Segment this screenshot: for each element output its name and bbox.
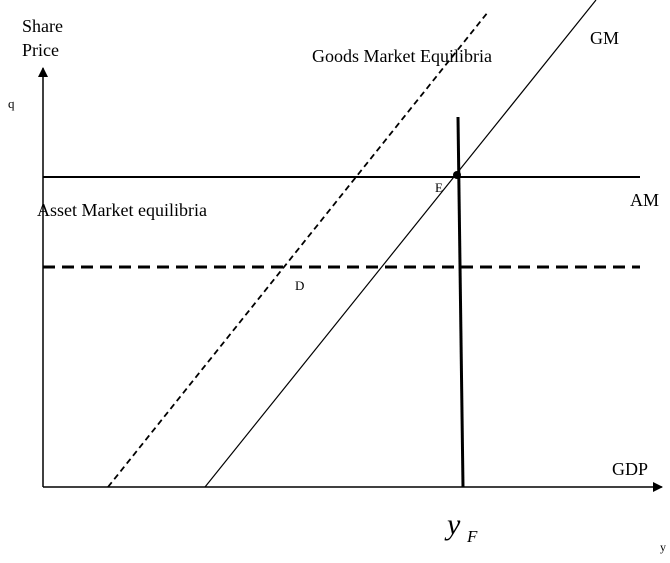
curve-label: AM <box>630 190 659 210</box>
y-axis-label: Share <box>22 16 63 36</box>
gm-line <box>204 0 597 488</box>
gm-shifted-line <box>107 11 489 488</box>
curve-label: Goods Market Equilibria <box>312 46 492 66</box>
full-employment-line <box>456 116 465 488</box>
point-e-dot <box>453 171 461 179</box>
x-axis-symbol: y <box>660 540 666 554</box>
y-axis-label: Price <box>22 40 59 60</box>
point-label: E <box>435 180 443 195</box>
full-employment-subscript: F <box>466 527 478 546</box>
curve-label: GM <box>590 28 619 48</box>
curve-label: Asset Market equilibria <box>37 200 207 220</box>
y-axis-symbol: q <box>8 96 15 111</box>
point-label: D <box>295 278 304 293</box>
x-axis-label: GDP <box>612 459 648 479</box>
full-employment-symbol: y <box>444 508 461 541</box>
